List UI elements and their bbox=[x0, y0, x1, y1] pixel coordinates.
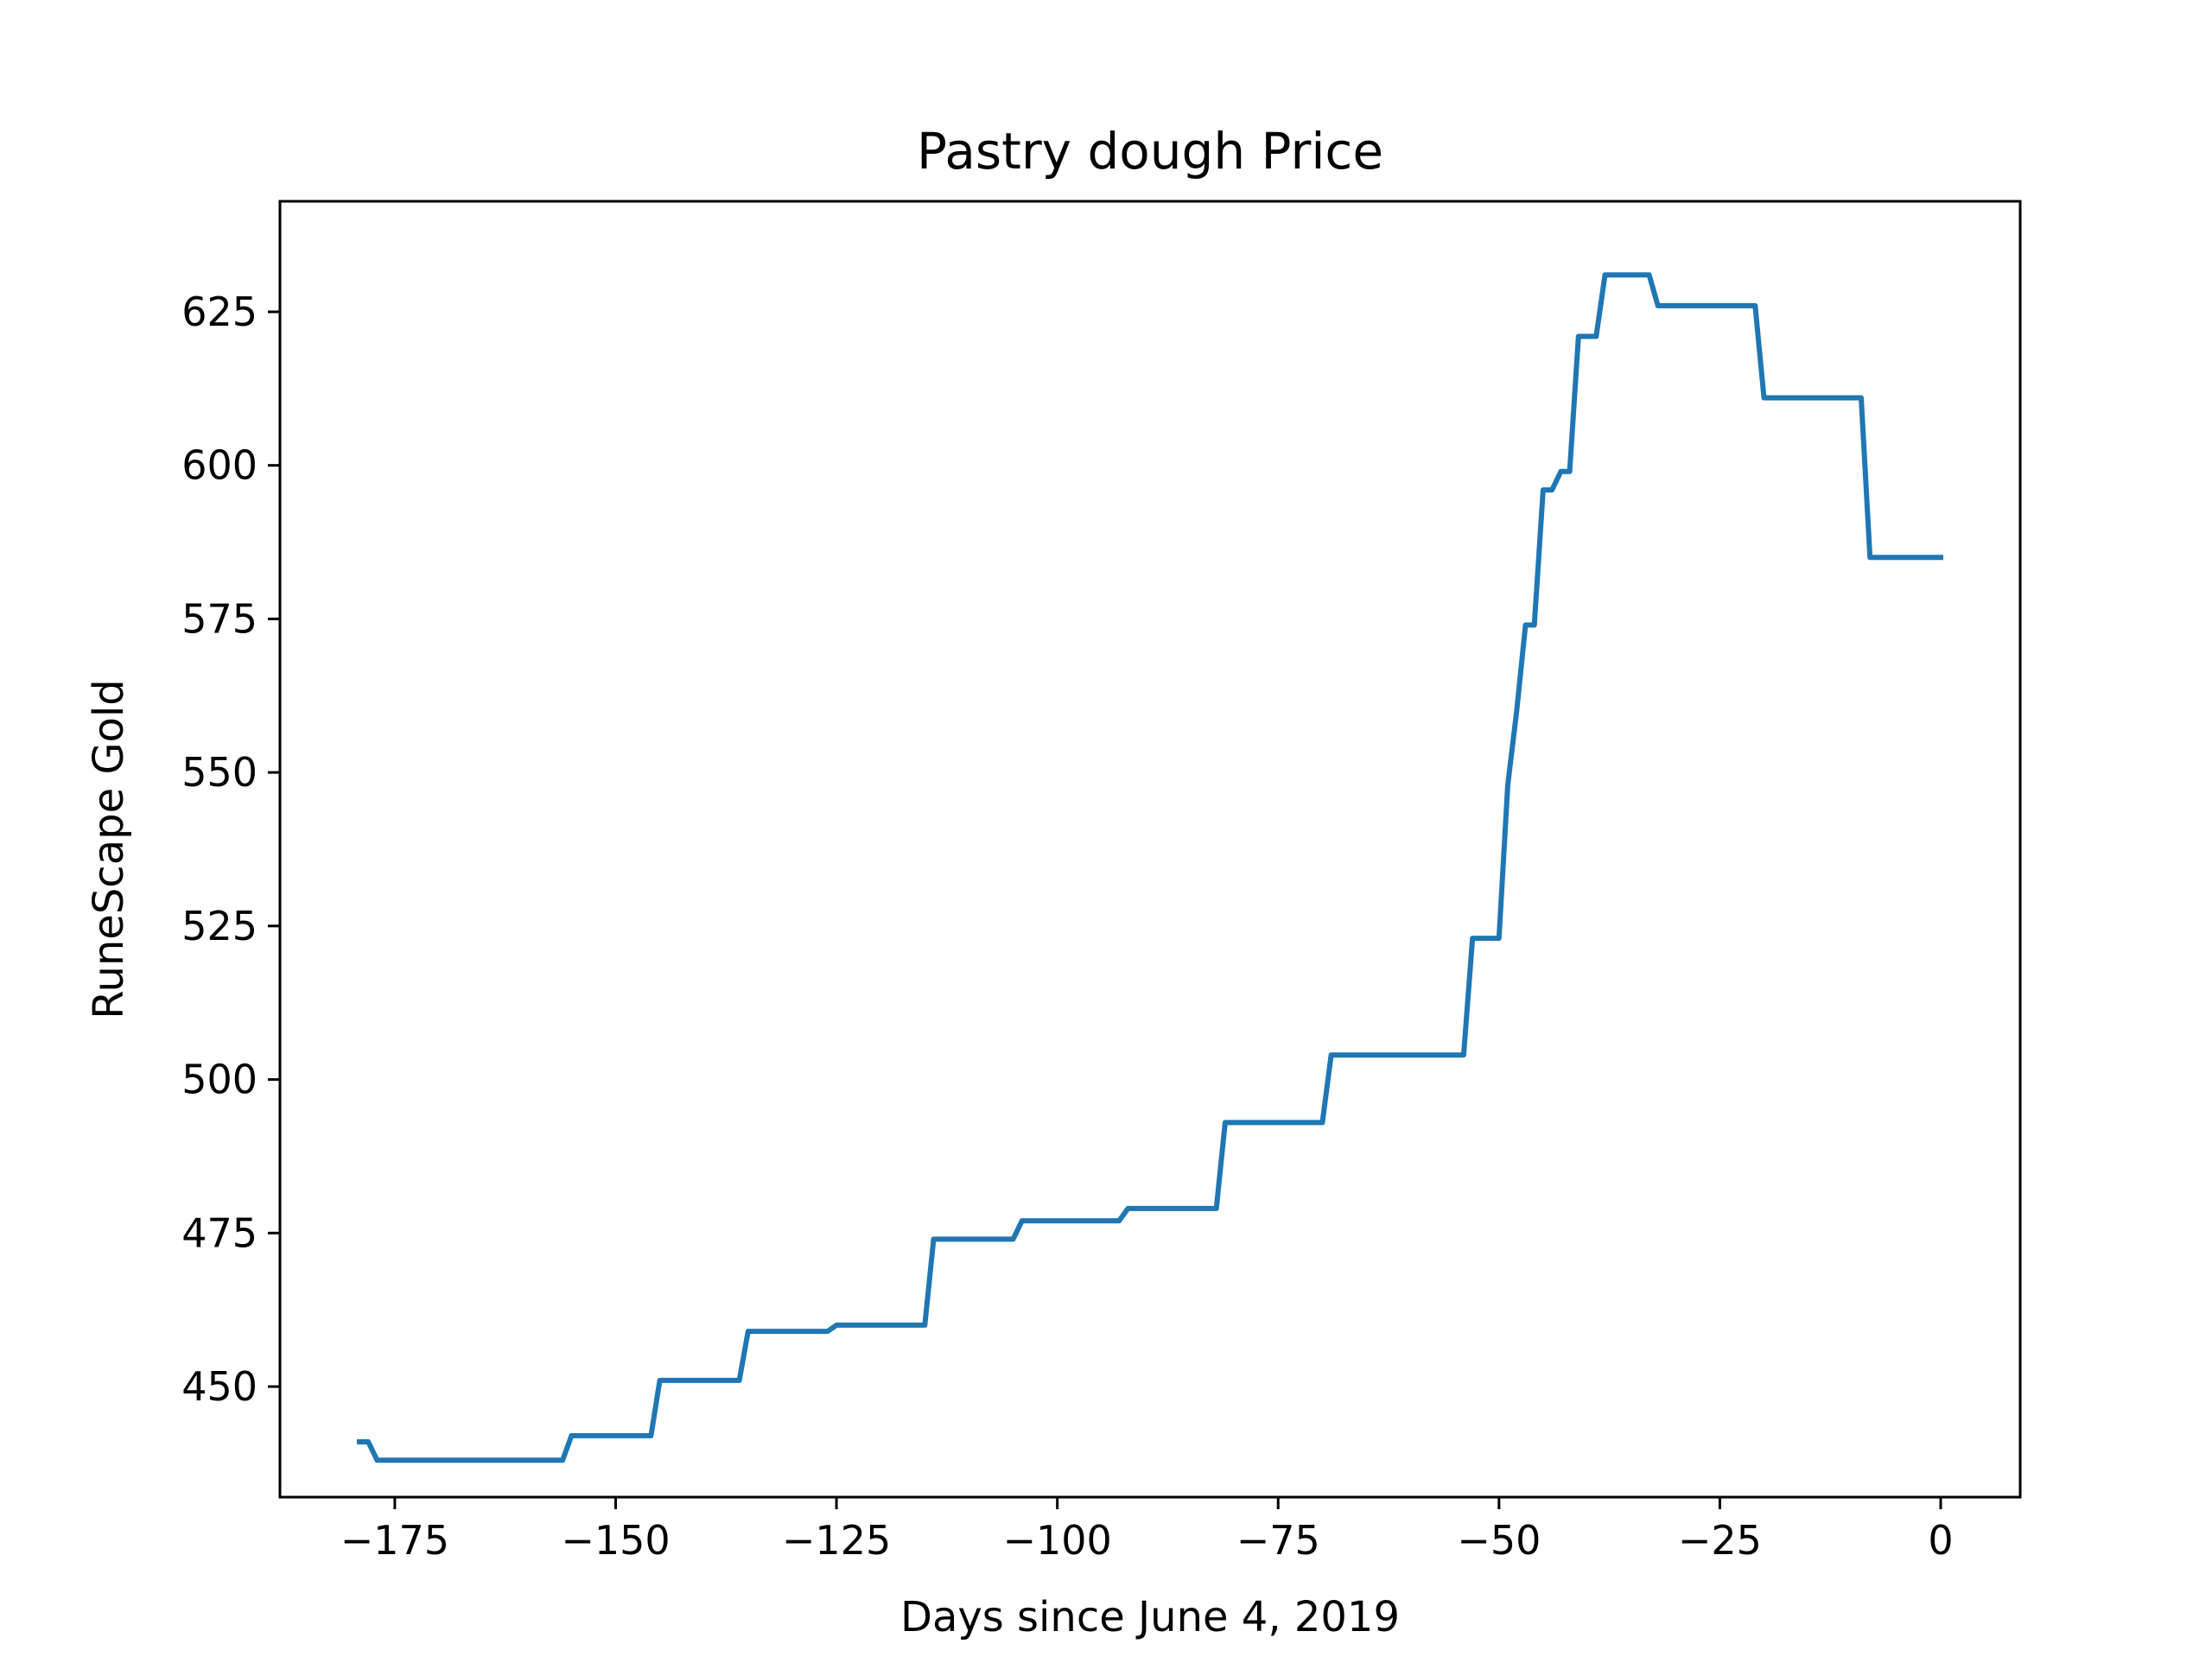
x-tick-label: −100 bbox=[1002, 1517, 1111, 1564]
x-tick-label: −75 bbox=[1236, 1517, 1320, 1564]
series-line bbox=[357, 272, 1943, 1463]
x-tick-label: −175 bbox=[340, 1517, 449, 1564]
y-tick-label: 600 bbox=[181, 442, 257, 489]
x-tick-label: −125 bbox=[782, 1517, 891, 1564]
y-tick-label: 450 bbox=[181, 1363, 257, 1410]
y-tick-label: 500 bbox=[181, 1057, 257, 1103]
x-axis-label: Days since June 4, 2019 bbox=[900, 1593, 1400, 1641]
y-tick-label: 550 bbox=[181, 749, 257, 796]
y-tick-label: 625 bbox=[181, 289, 257, 335]
y-tick-label: 475 bbox=[181, 1209, 257, 1256]
y-tick-label: 525 bbox=[181, 903, 257, 949]
chart-title: Pastry dough Price bbox=[917, 122, 1383, 181]
y-tick-label: 575 bbox=[181, 595, 257, 642]
x-tick-label: −25 bbox=[1678, 1517, 1762, 1564]
x-axis-ticks: −175 −150 −125 −100 −75 −50 −25 0 bbox=[340, 1497, 1954, 1564]
x-tick-label: −150 bbox=[561, 1517, 670, 1564]
x-tick-label: 0 bbox=[1928, 1517, 1953, 1564]
y-axis-ticks: 450 475 500 525 550 575 600 625 bbox=[181, 289, 280, 1410]
plot-area-frame bbox=[278, 200, 2022, 1499]
y-axis-label: RuneScape Gold bbox=[85, 679, 133, 1019]
series-layer bbox=[357, 272, 1943, 1463]
x-tick-label: −50 bbox=[1457, 1517, 1541, 1564]
